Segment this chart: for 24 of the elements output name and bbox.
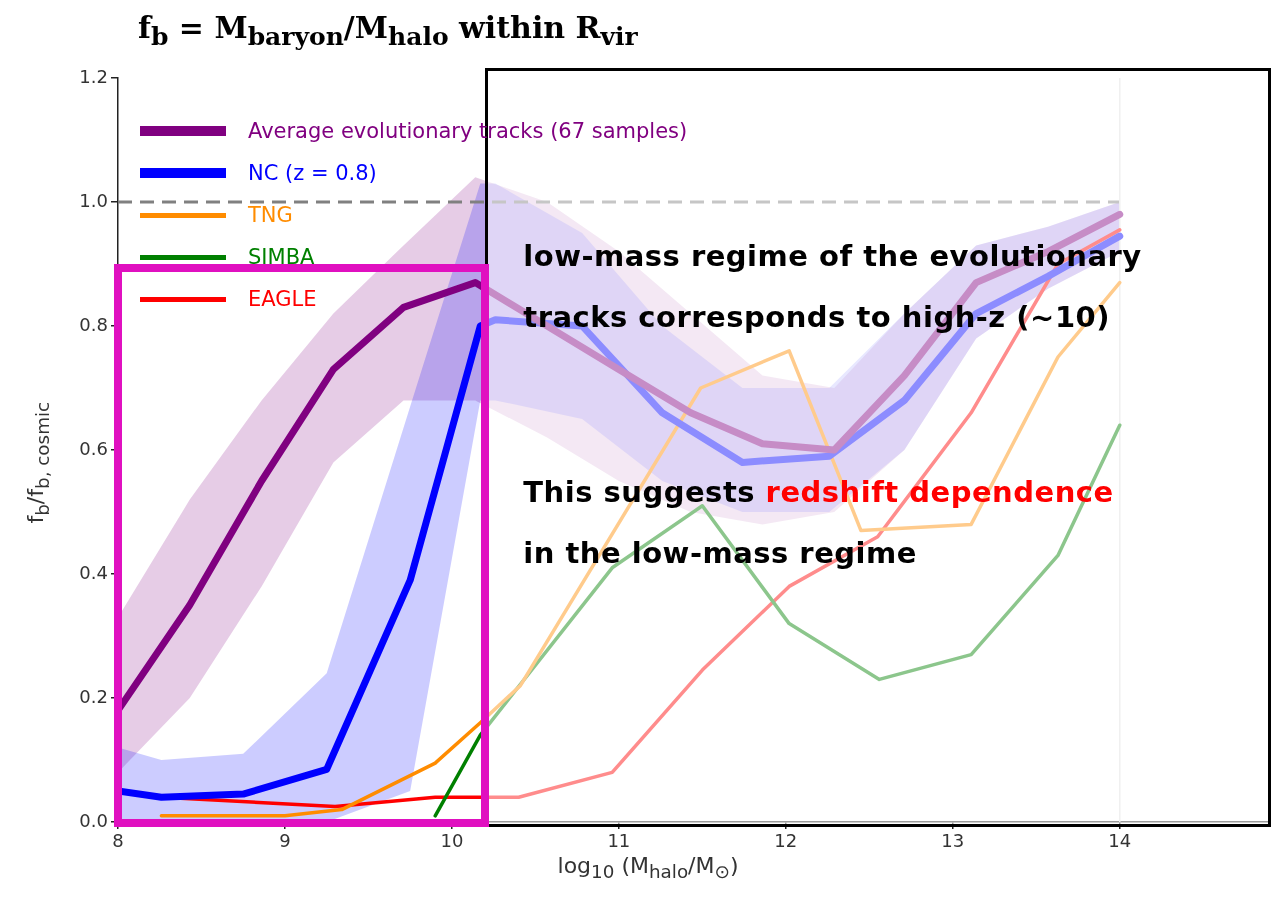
y-tick-label: 1.0 — [79, 189, 108, 211]
y-tick-label: 0.2 — [79, 685, 108, 707]
y-tick-label: 1.2 — [79, 65, 108, 87]
x-tick-label: 11 — [607, 830, 631, 852]
chart-title: f$_{b}$ = M$_{baryon}$/M$_{halo}$ within R$_{vir}$ — [138, 10, 638, 51]
y-tick-label: 0.0 — [79, 809, 108, 831]
legend-label: SIMBA — [248, 245, 315, 269]
annotation: This suggests — [523, 475, 755, 509]
annotation: low-mass regime of the evolutionary tracks corresponds to high-z (~10) — [523, 238, 1143, 336]
y-tick-label: 0.6 — [79, 437, 108, 459]
x-tick-label: 8 — [112, 830, 124, 852]
x-tick-label: 14 — [1108, 830, 1132, 852]
x-tick-label: 12 — [774, 830, 798, 852]
legend-label: NC (z = 0.8) — [248, 161, 377, 185]
y-tick-label: 0.4 — [79, 561, 108, 583]
y-tick-label: 0.8 — [79, 313, 108, 335]
x-tick-label: 10 — [440, 830, 464, 852]
annotation: in the low-mass regime — [523, 536, 917, 570]
x-tick-label: 9 — [279, 830, 291, 852]
legend-label: TNG — [248, 203, 293, 227]
x-axis-title: log$_{10}$ (M$_{halo}$/M$_{⊙}$) — [556, 853, 740, 883]
x-tick-label: 13 — [941, 830, 965, 852]
legend-label: EAGLE — [248, 287, 317, 311]
annotation: redshift dependence — [765, 475, 1114, 509]
